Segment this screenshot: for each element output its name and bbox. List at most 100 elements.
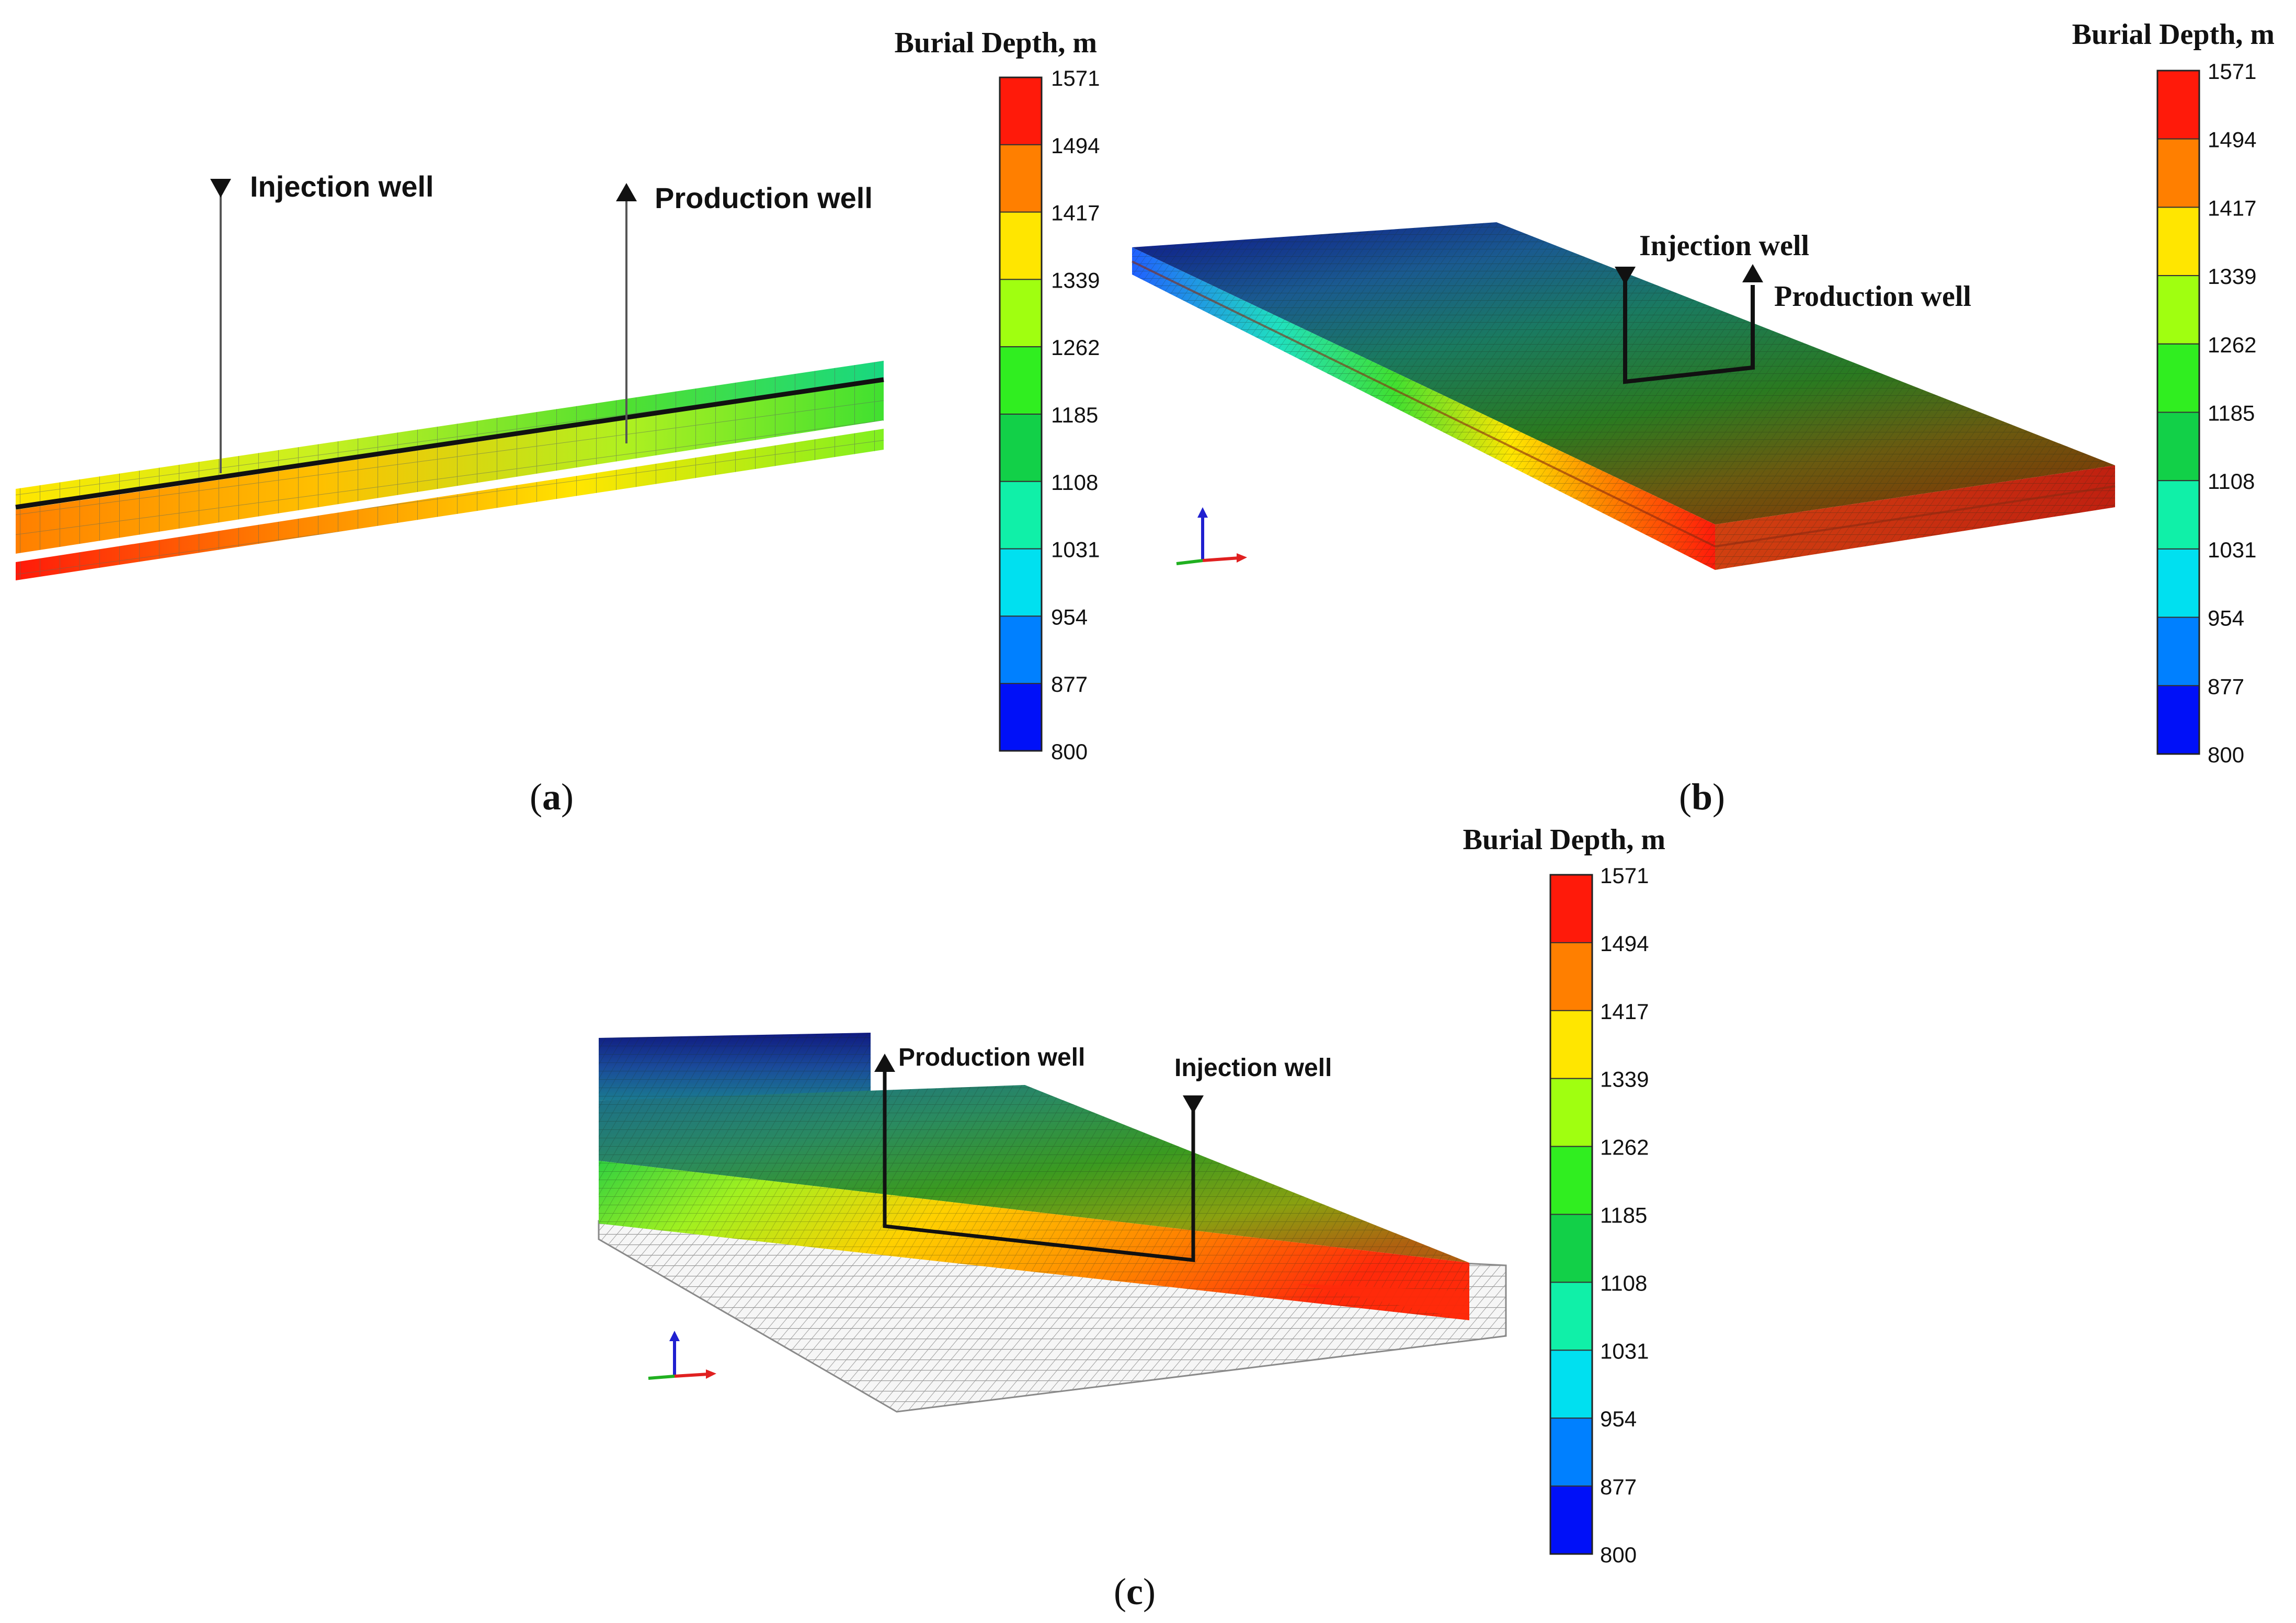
legend-tick-label: 1031 xyxy=(1051,538,1100,562)
horizontal-well-trace-a xyxy=(15,377,884,510)
panel-c-caption: (c) xyxy=(1114,1571,1156,1613)
legend-tick-label: 1108 xyxy=(1051,470,1098,495)
injection-well-a: Injection well xyxy=(210,170,434,473)
legend-swatch xyxy=(2157,207,2200,277)
legend-swatch xyxy=(999,346,1042,415)
legend-tick-label: 800 xyxy=(1051,739,1088,764)
legend-tick-label: 1571 xyxy=(2208,59,2256,84)
legend-swatch xyxy=(999,683,1042,751)
legend-tick-label: 1031 xyxy=(2208,538,2256,562)
legend-swatch xyxy=(2157,685,2200,755)
legend-tick-label: 1262 xyxy=(2208,333,2256,357)
legend-title: Burial Depth, m xyxy=(1463,824,1665,856)
legend-swatch xyxy=(999,615,1042,684)
depth-legend-c: Burial Depth, m 1571 1494 1417 1339 1262 1185 1… xyxy=(1463,824,1665,1567)
production-well-a: Production well xyxy=(616,181,873,443)
well-trajectory-b xyxy=(1623,272,1755,384)
legend-tick-label: 1031 xyxy=(1600,1339,1649,1363)
legend-swatch xyxy=(1550,1146,1593,1215)
wells-c: Production well Injection well xyxy=(874,1044,1332,1262)
legend-swatch xyxy=(1550,1418,1593,1487)
legend-swatch xyxy=(999,279,1042,348)
legend-swatch xyxy=(2157,343,2200,413)
legend-swatch xyxy=(1550,874,1593,943)
legend-swatch xyxy=(999,77,1042,145)
legend-swatch xyxy=(1550,1078,1593,1147)
panel-b-caption: (b) xyxy=(1679,776,1725,818)
legend-tick-label: 1571 xyxy=(1051,66,1100,90)
legend-frame xyxy=(999,76,1043,752)
legend-swatch xyxy=(2157,548,2200,618)
legend-tick-label: 800 xyxy=(1600,1542,1637,1567)
legend-swatch xyxy=(1550,1214,1593,1283)
legend-tick-label: 1262 xyxy=(1051,335,1100,360)
legend-swatch xyxy=(999,481,1042,550)
injection-well-label-a: Injection well xyxy=(250,170,434,203)
legend-tick-label: 1185 xyxy=(2208,401,2255,426)
reservoir-model-a xyxy=(15,361,884,580)
legend-swatch xyxy=(2157,480,2200,550)
down-arrow-icon xyxy=(210,179,231,198)
legend-swatch xyxy=(1550,1485,1593,1555)
legend-swatch xyxy=(2157,138,2200,208)
injection-well-label-b: Injection well xyxy=(1639,230,1809,262)
legend-tick-label: 1494 xyxy=(1051,133,1100,158)
wells-b: Injection well Production well xyxy=(1615,230,1971,384)
reservoir-model-c xyxy=(598,1033,1507,1413)
legend-swatch xyxy=(2157,616,2200,687)
legend-tick-label: 1185 xyxy=(1051,403,1098,427)
axis-triad-b xyxy=(1176,507,1247,565)
up-arrow-icon xyxy=(874,1054,895,1072)
legend-swatch xyxy=(999,414,1042,482)
panel-b: Injection well Production well Burial De… xyxy=(1132,18,2275,818)
legend-tick-label: 1185 xyxy=(1600,1203,1647,1228)
depth-legend-a: Burial Depth, m 1571 1494 1417 1339 1262 1185 1… xyxy=(895,27,1100,764)
legend-tick-label: 877 xyxy=(1051,672,1088,696)
legend-tick-label: 954 xyxy=(1600,1407,1637,1431)
legend-swatch xyxy=(999,144,1042,213)
legend-swatch xyxy=(999,211,1042,280)
down-arrow-icon xyxy=(1615,267,1636,285)
legend-swatch xyxy=(999,548,1042,617)
legend-swatch xyxy=(1550,1010,1593,1079)
legend-title: Burial Depth, m xyxy=(2072,18,2275,51)
legend-swatch xyxy=(1550,1282,1593,1351)
legend-frame xyxy=(2156,70,2200,755)
panel-a: Injection well Production well Burial De… xyxy=(15,27,1100,818)
legend-tick-label: 1417 xyxy=(2208,196,2256,220)
production-well-label-b: Production well xyxy=(1774,280,1971,313)
legend-tick-label: 1494 xyxy=(2208,128,2256,152)
well-trajectory-c xyxy=(883,1072,1195,1262)
legend-tick-label: 1108 xyxy=(2208,469,2255,494)
legend-tick-label: 1262 xyxy=(1600,1135,1649,1160)
legend-tick-label: 1339 xyxy=(2208,264,2256,289)
production-well-label-a: Production well xyxy=(655,181,873,214)
legend-title: Burial Depth, m xyxy=(895,27,1097,59)
legend-swatch xyxy=(1550,942,1593,1011)
up-arrow-icon xyxy=(616,183,637,201)
legend-tick-label: 1494 xyxy=(1600,931,1649,956)
legend-tick-label: 1417 xyxy=(1051,201,1100,225)
legend-tick-label: 1571 xyxy=(1600,863,1649,888)
up-arrow-icon xyxy=(1742,264,1763,282)
legend-tick-label: 1108 xyxy=(1600,1271,1647,1295)
legend-swatch xyxy=(2157,275,2200,345)
legend-swatch xyxy=(2157,412,2200,482)
legend-tick-label: 800 xyxy=(2208,742,2244,767)
injection-well-label-c: Injection well xyxy=(1174,1054,1332,1082)
panel-a-caption: (a) xyxy=(530,776,574,818)
down-arrow-icon xyxy=(1183,1095,1204,1114)
legend-tick-label: 954 xyxy=(1051,604,1088,629)
legend-tick-label: 1339 xyxy=(1051,268,1100,292)
legend-swatch xyxy=(1550,1350,1593,1419)
legend-tick-label: 954 xyxy=(2208,606,2244,631)
legend-tick-label: 877 xyxy=(1600,1475,1637,1499)
legend-swatch xyxy=(2157,70,2200,140)
panel-c: Production well Injection well Burial De… xyxy=(598,824,1665,1613)
production-well-label-c: Production well xyxy=(898,1044,1085,1071)
axis-triad-c xyxy=(648,1331,716,1380)
legend-tick-label: 877 xyxy=(2208,674,2244,699)
legend-tick-label: 1417 xyxy=(1600,999,1649,1024)
legend-tick-label: 1339 xyxy=(1600,1067,1649,1092)
